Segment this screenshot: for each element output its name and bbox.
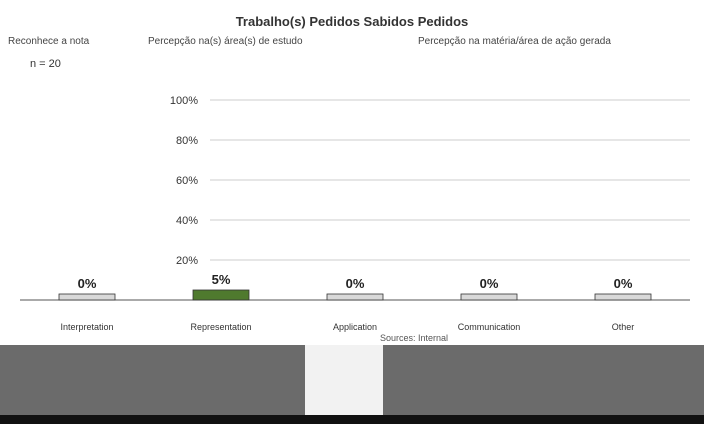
y-tick-label: 40% [176,215,198,227]
bar [58,293,116,301]
bar [326,293,384,301]
y-tick-label: 100% [170,95,198,107]
bottom-band [0,345,704,424]
chart-footnote: Sources: Internal [380,333,449,343]
bar [594,293,652,301]
sample-size-label: n = 20 [30,58,61,70]
y-tick-label: 20% [176,255,198,267]
chart-title: Trabalho(s) Pedidos Sabidos Pedidos [235,14,469,29]
y-tick-label: 80% [176,135,198,147]
right-subtitle: Percepção na matéria/área de ação gerada [418,36,611,47]
category-label: Representation [190,322,251,332]
subtitle-row: Reconhece a nota Percepção na(s) área(s)… [8,36,696,52]
bar-value-label: 5% [212,272,231,287]
bar-value-label: 0% [614,276,633,291]
bar [192,289,250,301]
bar-value-label: 0% [346,276,365,291]
category-label: Other [612,322,635,332]
bar [460,293,518,301]
bar-value-label: 0% [480,276,499,291]
left-subtitle: Reconhece a nota [8,36,90,47]
center-subtitle: Percepção na(s) área(s) de estudo [148,36,303,47]
bottom-band-gap [305,345,383,415]
category-label: Interpretation [60,322,113,332]
y-tick-label: 60% [176,175,198,187]
bottom-strip [0,415,704,424]
category-label: Communication [458,322,521,332]
bar-value-label: 0% [78,276,97,291]
category-label: Application [333,322,377,332]
